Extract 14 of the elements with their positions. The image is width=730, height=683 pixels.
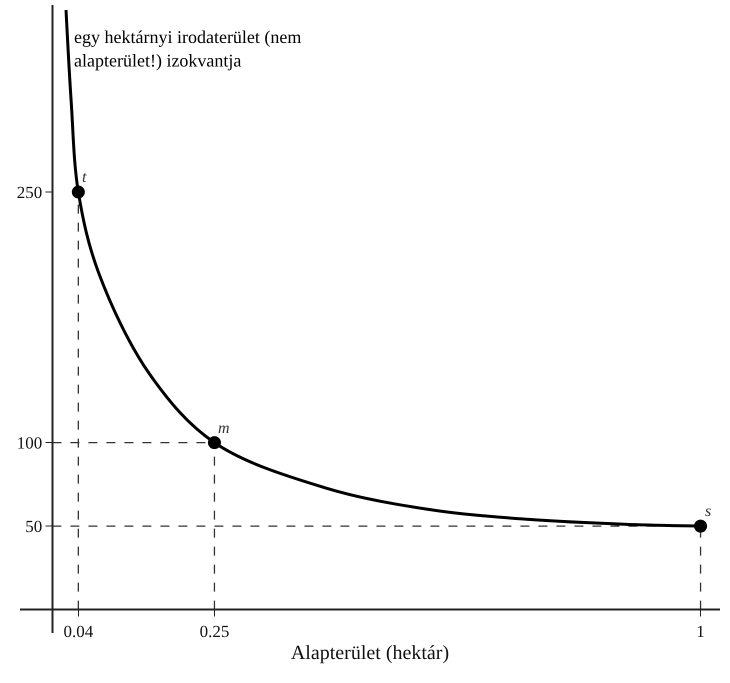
point [694,520,708,533]
annotation: t [82,169,87,186]
x-tick-label: 0.04 [63,622,94,641]
annotation: s [705,503,712,520]
annotation: egy hektárnyi irodaterület (nem alapterület!) izokvantja [74,27,302,70]
y-tick-label: 250 [16,183,42,202]
x-tick-label: 0.25 [200,622,230,641]
point [72,186,85,199]
x-axis-title: Alapterület (hektár) [290,642,450,664]
point [208,436,221,450]
y-tick-label: 100 [16,434,42,453]
y-tick-label: 50 [25,517,42,536]
annotation: m [218,420,230,437]
x-tick-label: 1 [696,622,705,641]
